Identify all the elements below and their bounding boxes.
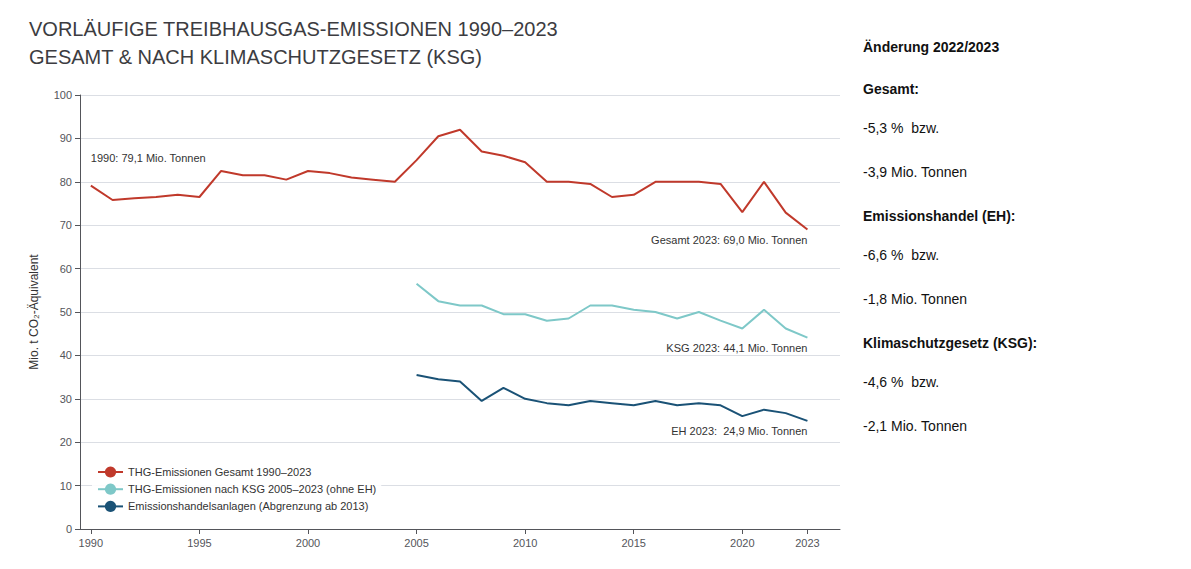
svg-text:2020: 2020 xyxy=(730,537,754,549)
svg-text:80: 80 xyxy=(60,176,72,188)
svg-text:VORLÄUFIGE TREIBHAUSGAS-EMISSI: VORLÄUFIGE TREIBHAUSGAS-EMISSIONEN 1990–… xyxy=(29,18,558,40)
svg-text:Klimaschutzgesetz (KSG):: Klimaschutzgesetz (KSG): xyxy=(863,335,1037,351)
svg-text:1990: 79,1 Mio. Tonnen: 1990: 79,1 Mio. Tonnen xyxy=(91,152,206,164)
svg-text:2023: 2023 xyxy=(795,537,819,549)
svg-text:-3,9 Mio. Tonnen: -3,9 Mio. Tonnen xyxy=(863,164,967,180)
svg-text:2010: 2010 xyxy=(513,537,537,549)
svg-text:-1,8 Mio. Tonnen: -1,8 Mio. Tonnen xyxy=(863,291,967,307)
svg-text:Emissionshandelsanlagen (Abgre: Emissionshandelsanlagen (Abgrenzung ab 2… xyxy=(128,500,368,512)
svg-text:Emissionshandel (EH):: Emissionshandel (EH): xyxy=(863,208,1015,224)
svg-text:Änderung 2022/2023: Änderung 2022/2023 xyxy=(863,39,999,55)
svg-text:Gesamt 2023: 69,0 Mio. Tonnen: Gesamt 2023: 69,0 Mio. Tonnen xyxy=(651,234,807,246)
svg-text:10: 10 xyxy=(60,480,72,492)
svg-text:20: 20 xyxy=(60,436,72,448)
svg-text:-4,6 % bzw.: -4,6 % bzw. xyxy=(863,374,939,390)
svg-text:90: 90 xyxy=(60,132,72,144)
svg-text:1995: 1995 xyxy=(187,537,211,549)
svg-text:THG-Emissionen nach KSG 2005–2: THG-Emissionen nach KSG 2005–2023 (ohne … xyxy=(128,483,376,495)
svg-text:THG-Emissionen Gesamt 1990–202: THG-Emissionen Gesamt 1990–2023 xyxy=(128,466,311,478)
svg-text:-6,6 % bzw.: -6,6 % bzw. xyxy=(863,247,939,263)
svg-text:Gesamt:: Gesamt: xyxy=(863,81,919,97)
svg-text:60: 60 xyxy=(60,263,72,275)
svg-text:2015: 2015 xyxy=(621,537,645,549)
svg-text:30: 30 xyxy=(60,393,72,405)
svg-text:-2,1 Mio. Tonnen: -2,1 Mio. Tonnen xyxy=(863,418,967,434)
svg-text:KSG 2023: 44,1 Mio. Tonnen: KSG 2023: 44,1 Mio. Tonnen xyxy=(666,342,807,354)
svg-text:2000: 2000 xyxy=(296,537,320,549)
svg-text:Mio. t CO₂-Äquivalent: Mio. t CO₂-Äquivalent xyxy=(27,254,41,370)
svg-text:70: 70 xyxy=(60,219,72,231)
svg-text:1990: 1990 xyxy=(79,537,103,549)
svg-text:40: 40 xyxy=(60,349,72,361)
svg-text:2005: 2005 xyxy=(404,537,428,549)
svg-text:EH 2023: 24,9 Mio. Tonnen: EH 2023: 24,9 Mio. Tonnen xyxy=(671,425,807,437)
svg-text:50: 50 xyxy=(60,306,72,318)
svg-text:GESAMT & NACH KLIMASCHUTZGESET: GESAMT & NACH KLIMASCHUTZGESETZ (KSG) xyxy=(29,46,482,68)
svg-text:100: 100 xyxy=(54,89,72,101)
svg-text:0: 0 xyxy=(66,523,72,535)
svg-text:-5,3 % bzw.: -5,3 % bzw. xyxy=(863,120,939,136)
